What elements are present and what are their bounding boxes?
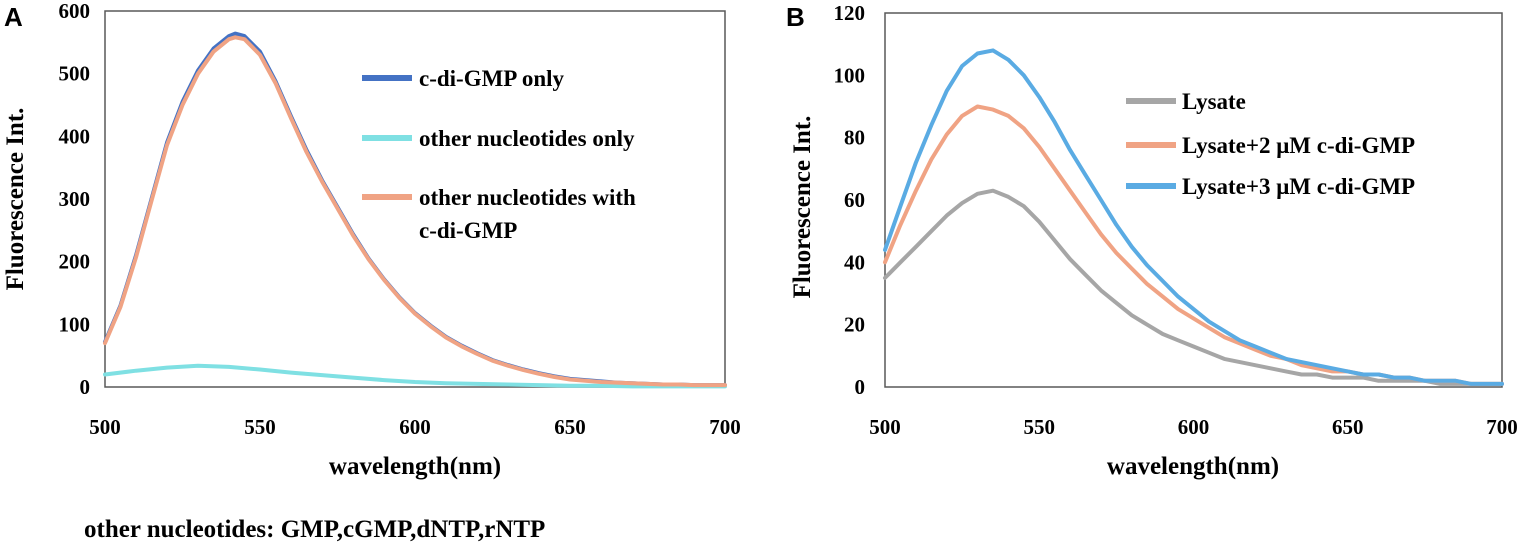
panel-a-x-tick-labels: 500 550 600 650 700 <box>89 415 741 439</box>
chart-panel-b: B 0 20 40 60 80 100 120 500 550 600 650 700 wavele… <box>786 1 1518 480</box>
panel-a-y-tick-0: 0 <box>80 375 91 399</box>
panel-a-y-tick-400: 400 <box>59 124 91 148</box>
panel-b-legend: Lysate Lysate+2 μM c-di-GMP Lysate+3 μM … <box>1126 89 1415 199</box>
panel-b-series-lysate <box>883 188 1504 386</box>
panel-b-x-tick-550: 550 <box>1024 415 1056 439</box>
panel-a-y-axis-title: Fluorescence Int. <box>2 108 29 291</box>
panel-a-x-tick-550: 550 <box>244 415 276 439</box>
legend-label-c-di-gmp-only: c-di-GMP only <box>419 66 565 91</box>
legend-label-lysate-3um: Lysate+3 μM c-di-GMP <box>1182 174 1415 199</box>
panel-b-x-tick-500: 500 <box>869 415 901 439</box>
panel-b-y-tick-120: 120 <box>834 1 866 25</box>
panel-a-y-tick-600: 600 <box>59 0 91 23</box>
legend-label-other-nucleotides-with-line1: other nucleotides with <box>419 185 636 210</box>
panel-a-x-tick-650: 650 <box>554 415 586 439</box>
panel-a-y-tick-500: 500 <box>59 62 91 86</box>
legend-label-lysate: Lysate <box>1182 89 1246 114</box>
panel-b-x-tick-700: 700 <box>1486 415 1518 439</box>
panel-b-x-tick-650: 650 <box>1332 415 1364 439</box>
panel-b-y-axis-title: Fluorescence Int. <box>789 116 816 299</box>
panel-b-y-tick-80: 80 <box>844 126 865 150</box>
panel-a-plot-frame <box>104 10 726 388</box>
panel-b-y-tick-20: 20 <box>844 313 865 337</box>
panel-b-y-tick-60: 60 <box>844 188 865 212</box>
panel-a-x-tick-500: 500 <box>89 415 121 439</box>
panel-a-y-tick-300: 300 <box>59 187 91 211</box>
legend-label-other-nucleotides-only: other nucleotides only <box>419 126 635 151</box>
legend-label-other-nucleotides-with-line2: c-di-GMP <box>419 218 517 243</box>
panel-a-y-tick-labels: 0 100 200 300 400 500 600 <box>59 0 91 399</box>
panel-b-y-tick-0: 0 <box>855 375 866 399</box>
panel-b-y-tick-labels: 0 20 40 60 80 100 120 <box>834 1 866 399</box>
panel-a-series-lines <box>103 31 727 389</box>
panel-b-label: B <box>786 2 805 32</box>
panel-b-series-lysate-3-m-c-di-gmp <box>883 48 1504 386</box>
panel-a-x-axis-title: wavelength(nm) <box>329 453 501 480</box>
chart-panel-a: A 0 100 200 300 400 500 600 500 550 600 650 700 wa… <box>2 0 741 480</box>
panel-a-series-other-nucleotides-with-c-di-gmp <box>103 35 727 388</box>
panel-a-x-tick-700: 700 <box>709 415 741 439</box>
panel-b-plot-frame <box>884 12 1503 388</box>
panel-b-series-lines <box>883 48 1504 386</box>
panel-a-y-tick-200: 200 <box>59 250 91 274</box>
panel-b-y-tick-40: 40 <box>844 250 865 274</box>
panel-b-x-tick-600: 600 <box>1178 415 1210 439</box>
panel-a-series-other-nucleotides-only <box>103 363 727 389</box>
panel-a-label: A <box>4 2 23 32</box>
panel-a-y-tick-100: 100 <box>59 312 91 336</box>
panel-a-x-tick-600: 600 <box>399 415 431 439</box>
legend-label-lysate-2um: Lysate+2 μM c-di-GMP <box>1182 133 1415 158</box>
figure-footnote: other nucleotides: GMP,cGMP,dNTP,rNTP <box>84 516 545 543</box>
panel-a-legend: c-di-GMP only other nucleotides only oth… <box>362 66 636 243</box>
panel-b-y-tick-100: 100 <box>834 63 866 87</box>
panel-b-x-tick-labels: 500 550 600 650 700 <box>869 415 1518 439</box>
panel-b-x-axis-title: wavelength(nm) <box>1107 453 1279 480</box>
